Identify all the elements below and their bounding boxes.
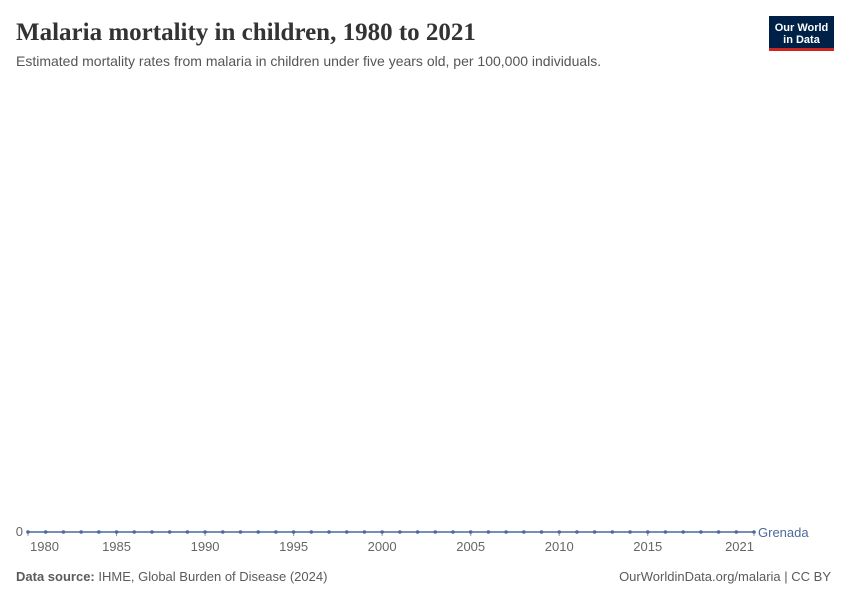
source: IHME, Global Burden of Disease (2024) [98,569,327,584]
point [522,530,526,534]
point [79,530,83,534]
footer-url[interactable]: OurWorldinData.org/malaria | CC BY [619,569,831,584]
x-tick-label: 2010 [545,539,574,554]
point [256,530,260,534]
footer-source: Data source: IHME, Global Burden of Dise… [16,569,327,584]
chart-title: Malaria mortality in children, 1980 to 2… [16,19,476,46]
x-tick-label: 2021 [725,539,754,554]
point [61,530,66,534]
point [114,530,119,534]
point [398,530,402,534]
point [167,530,172,534]
point [451,530,455,534]
source-label: Data source: [16,569,95,584]
point [327,530,331,534]
logo-text: in Data [783,34,821,46]
point [575,530,579,534]
logo-bar [769,48,834,51]
point [539,530,544,534]
point [645,530,650,534]
point [26,530,30,534]
point [220,530,225,534]
point [291,530,296,534]
x-tick-label: 2000 [368,539,397,554]
point [610,530,615,534]
point [344,530,349,534]
point [274,530,278,534]
point [238,530,243,534]
point [132,530,137,534]
x-tick-label: 1980 [30,539,59,554]
point [97,530,101,534]
point [433,530,438,534]
x-tick-label: 2005 [456,539,485,554]
y-tick-label: 0 [16,524,23,539]
point [681,530,685,534]
point [716,530,721,534]
point [486,530,491,534]
point [504,530,508,534]
point [43,530,48,534]
legend-label: Grenada [758,525,809,540]
point [309,530,314,534]
chart-subtitle: Estimated mortality rates from malaria i… [16,53,601,69]
point [663,530,668,534]
point [380,530,384,534]
point [415,530,420,534]
x-tick-label: 1985 [102,539,131,554]
point [699,530,703,534]
point [362,530,367,534]
logo-box [769,16,834,50]
logo[interactable]: Our World in Data [769,16,834,51]
x-tick-label: 1990 [191,539,220,554]
point [628,530,632,534]
x-tick-label: 1995 [279,539,308,554]
point [150,530,154,534]
point [752,530,756,534]
x-tick-label: 2015 [633,539,662,554]
point [557,530,562,534]
point [468,530,473,534]
point [203,530,207,534]
logo-text: Our World [775,22,829,34]
point [734,530,739,534]
point [592,530,597,534]
point [185,530,190,534]
